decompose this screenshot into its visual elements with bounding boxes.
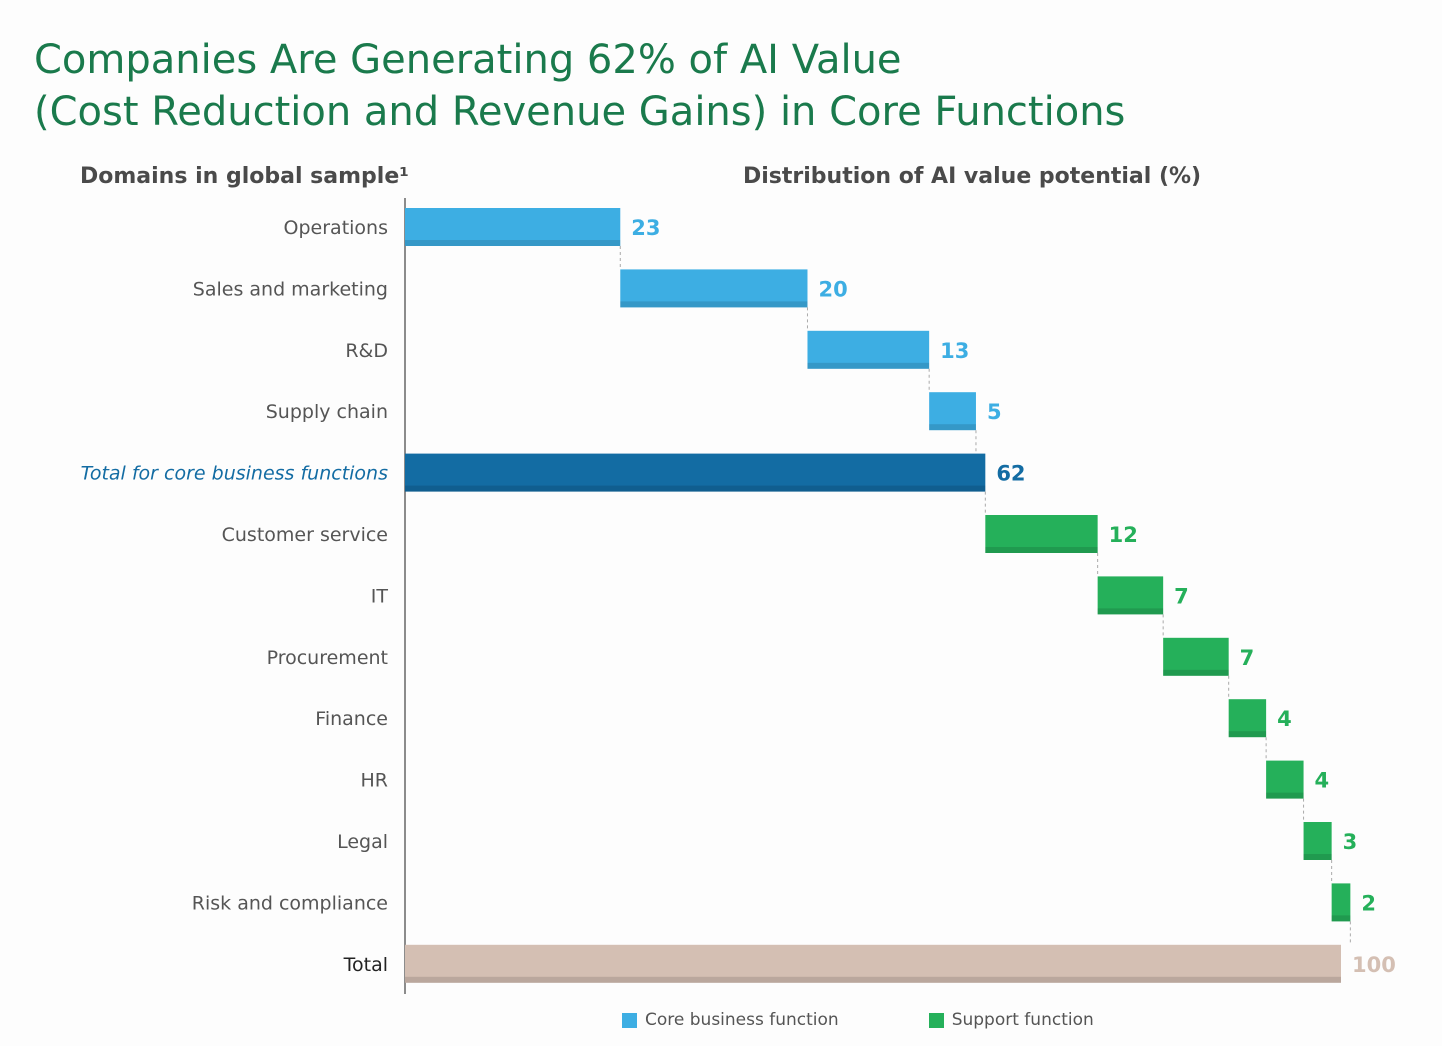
category-label: Total for core business functions — [81, 463, 389, 485]
value-label: 4 — [1315, 769, 1330, 793]
category-label: Legal — [337, 831, 388, 853]
bar-shade — [620, 301, 808, 308]
bar-shade — [1331, 915, 1351, 922]
bar-5 — [985, 515, 1098, 553]
bar-10 — [1303, 822, 1332, 860]
value-label: 100 — [1352, 953, 1396, 977]
legend-item-support: Support function — [928, 1010, 1094, 1030]
value-label: 20 — [818, 277, 847, 301]
chart-title: Companies Are Generating 62% of AI Value… — [34, 34, 1125, 138]
title-line-1: Companies Are Generating 62% of AI Value — [34, 37, 902, 83]
bar-8 — [1228, 699, 1267, 738]
category-label: HR — [361, 770, 389, 792]
bar-shade — [1097, 608, 1164, 615]
bar-shade — [807, 362, 930, 369]
bar-shade — [1228, 731, 1267, 738]
legend: Core business function Support function — [622, 1010, 1094, 1030]
category-label: Operations — [284, 217, 388, 239]
category-label: IT — [371, 585, 389, 607]
value-label: 23 — [631, 216, 660, 240]
bar-3 — [929, 392, 976, 431]
category-label: Total — [343, 954, 388, 976]
category-label: Customer service — [222, 524, 388, 546]
category-label: Supply chain — [266, 401, 388, 423]
bar-shade — [1163, 669, 1229, 676]
value-label: 12 — [1109, 523, 1138, 547]
category-axis-header: Domains in global sample¹ — [80, 164, 409, 189]
bar-shade — [405, 976, 1341, 983]
value-label: 3 — [1343, 830, 1358, 854]
bar-shade — [929, 424, 976, 431]
category-label: Sales and marketing — [193, 278, 388, 300]
legend-swatch-core — [622, 1012, 637, 1028]
bar-0 — [405, 208, 621, 246]
bar-1 — [620, 269, 808, 308]
category-label: Procurement — [267, 647, 388, 669]
value-label: 5 — [987, 400, 1002, 424]
category-label: R&D — [345, 340, 388, 362]
bar-7 — [1163, 637, 1229, 676]
legend-swatch-support — [928, 1012, 944, 1028]
legend-label-support: Support function — [951, 1010, 1094, 1030]
value-label: 7 — [1240, 646, 1255, 670]
value-axis-header: Distribution of AI value potential (%) — [743, 164, 1202, 189]
value-label: 13 — [940, 339, 969, 363]
bar-shade — [985, 547, 1098, 553]
bar-shade — [1266, 792, 1304, 799]
value-label: 62 — [996, 462, 1025, 486]
bar-shade — [1303, 854, 1332, 860]
bar-2 — [807, 330, 930, 369]
bar-9 — [1266, 760, 1304, 799]
bar-shade — [405, 240, 621, 246]
value-label: 7 — [1174, 584, 1189, 608]
value-label: 2 — [1361, 891, 1376, 915]
category-label: Finance — [315, 708, 388, 730]
legend-label-core: Core business function — [645, 1010, 839, 1030]
bar-4 — [405, 453, 986, 492]
category-label: Risk and compliance — [192, 892, 388, 914]
legend-item-core: Core business function — [622, 1010, 839, 1030]
value-label: 4 — [1277, 707, 1292, 731]
bar-11 — [1331, 883, 1351, 922]
title-line-2: (Cost Reduction and Revenue Gains) in Co… — [34, 89, 1126, 135]
bar-6 — [1097, 576, 1164, 615]
bar-shade — [405, 485, 986, 492]
bar-12 — [405, 944, 1341, 983]
